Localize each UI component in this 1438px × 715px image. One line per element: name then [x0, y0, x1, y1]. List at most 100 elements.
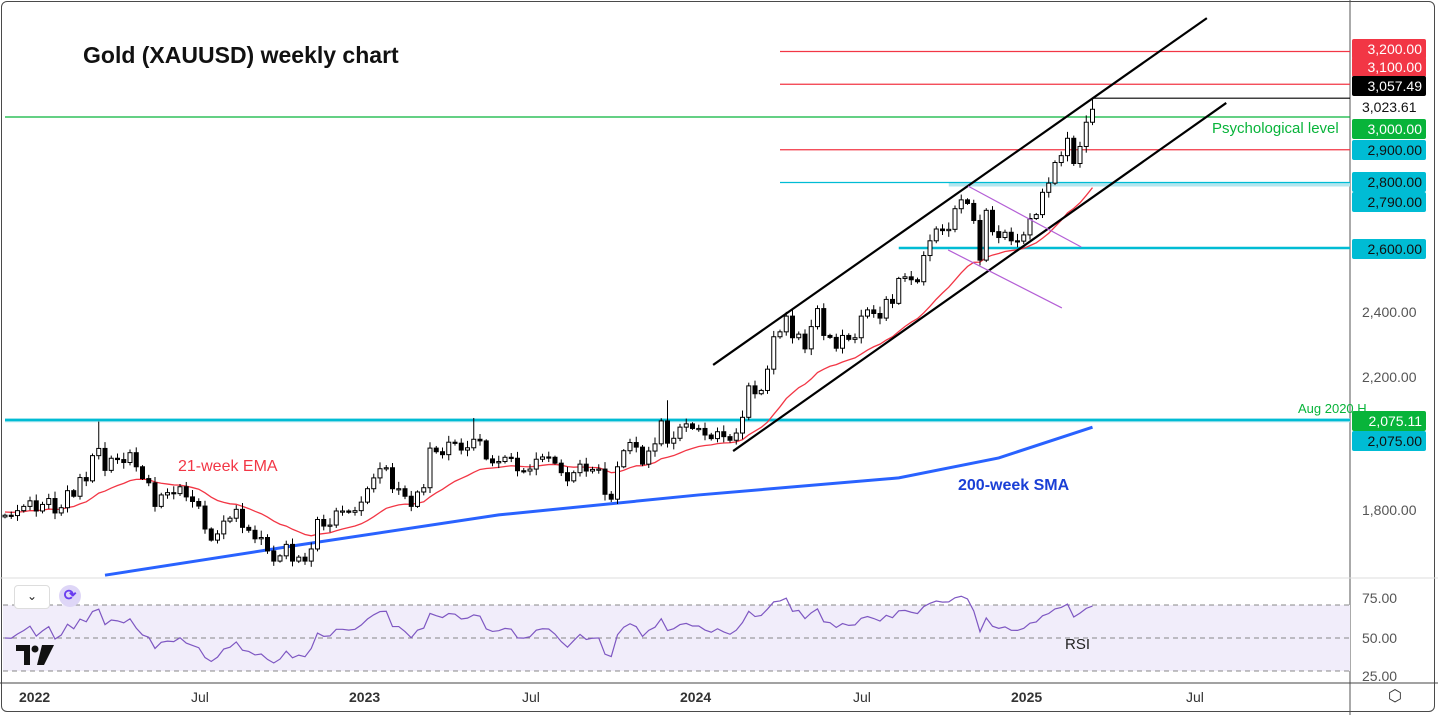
candle-up[interactable] [2, 514, 8, 518]
candle-down[interactable] [433, 447, 439, 453]
candle-up[interactable] [840, 334, 845, 349]
candle-up[interactable] [58, 507, 64, 514]
candle-down[interactable] [833, 336, 839, 349]
candle-down[interactable] [727, 436, 733, 441]
candle-up[interactable] [1027, 218, 1033, 236]
wedge-upper-trendline[interactable] [967, 185, 1082, 248]
candle-up[interactable] [765, 368, 770, 391]
candle-down[interactable] [990, 209, 995, 233]
candle-up[interactable] [27, 500, 33, 507]
candle-down[interactable] [121, 459, 127, 464]
candle-up[interactable] [771, 336, 777, 370]
candle-down[interactable] [390, 467, 395, 490]
candle-up[interactable] [283, 543, 289, 557]
candle-down[interactable] [802, 333, 808, 350]
candle-down[interactable] [490, 458, 495, 464]
candle-up[interactable] [533, 458, 539, 470]
candle-up[interactable] [627, 442, 633, 452]
candle-down[interactable] [196, 500, 202, 507]
candle-down[interactable] [996, 231, 1002, 239]
candle-up[interactable] [815, 308, 820, 328]
candle-up[interactable] [577, 463, 583, 474]
candle-down[interactable] [752, 385, 758, 395]
wedge-lower-trendline[interactable] [947, 249, 1063, 309]
candle-down[interactable] [827, 334, 833, 338]
candle-down[interactable] [608, 493, 614, 500]
candle-up[interactable] [896, 277, 902, 304]
candle-up[interactable] [733, 432, 739, 441]
candle-up[interactable] [921, 255, 927, 283]
candle-down[interactable] [915, 279, 920, 283]
candle-down[interactable] [408, 495, 414, 507]
candle-up[interactable] [215, 533, 220, 541]
candle-up[interactable] [333, 510, 339, 526]
candle-up[interactable] [933, 228, 939, 242]
candle-down[interactable] [640, 446, 645, 465]
candle-up[interactable] [658, 420, 664, 445]
candle-up[interactable] [77, 477, 83, 497]
candle-up[interactable] [740, 416, 745, 434]
candle-up[interactable] [15, 510, 20, 517]
candle-down[interactable] [302, 556, 308, 562]
candle-up[interactable] [590, 468, 595, 472]
candle-down[interactable] [1008, 231, 1014, 242]
candle-down[interactable] [321, 518, 327, 527]
candle-down[interactable] [790, 315, 795, 339]
candle-up[interactable] [952, 208, 958, 230]
candle-down[interactable] [133, 452, 139, 468]
candle-up[interactable] [496, 461, 502, 464]
candle-up[interactable] [1002, 231, 1008, 239]
candle-up[interactable] [746, 385, 752, 418]
candle-down[interactable] [965, 199, 970, 204]
candle-down[interactable] [1071, 137, 1077, 165]
candle-down[interactable] [252, 529, 258, 540]
candle-down[interactable] [477, 438, 483, 442]
candle-up[interactable] [415, 491, 420, 507]
settings-icon[interactable]: ⬡ [1388, 688, 1402, 705]
candle-up[interactable] [21, 505, 27, 512]
candle-up[interactable] [158, 494, 164, 507]
candle-up[interactable] [277, 555, 283, 562]
candle-up[interactable] [465, 447, 470, 451]
candle-up[interactable] [983, 209, 989, 261]
candle-up[interactable] [371, 477, 377, 490]
candle-up[interactable] [852, 337, 858, 340]
candle-up[interactable] [90, 455, 95, 482]
candle-up[interactable] [427, 447, 433, 489]
candle-down[interactable] [402, 488, 408, 497]
candle-down[interactable] [665, 420, 670, 444]
candle-up[interactable] [796, 333, 802, 339]
candle-down[interactable] [33, 500, 39, 512]
candle-down[interactable] [290, 543, 295, 562]
candle-up[interactable] [258, 537, 264, 540]
candle-down[interactable] [83, 477, 89, 482]
candle-up[interactable] [46, 498, 52, 505]
candle-up[interactable] [1090, 108, 1095, 123]
channel-lower-trendline[interactable] [732, 102, 1227, 452]
candle-up[interactable] [621, 450, 627, 468]
candle-down[interactable] [483, 440, 489, 460]
refresh-icon[interactable]: ⟳ [59, 585, 81, 607]
candle-up[interactable] [1065, 137, 1070, 157]
candle-down[interactable] [877, 313, 883, 319]
candle-up[interactable] [883, 298, 889, 319]
candle-up[interactable] [383, 467, 389, 470]
candle-up[interactable] [1040, 191, 1045, 216]
candle-up[interactable] [177, 486, 183, 495]
candle-down[interactable] [702, 427, 708, 436]
candle-down[interactable] [183, 486, 189, 498]
candle-down[interactable] [71, 490, 77, 497]
candle-up[interactable] [502, 456, 508, 463]
candle-down[interactable] [171, 492, 177, 495]
candle-up[interactable] [165, 492, 170, 496]
candle-up[interactable] [671, 437, 677, 444]
candle-up[interactable] [527, 468, 533, 472]
candle-up[interactable] [615, 466, 620, 500]
candle-up[interactable] [65, 490, 70, 509]
candle-down[interactable] [558, 462, 564, 474]
candle-up[interactable] [221, 520, 227, 535]
candle-up[interactable] [927, 240, 933, 257]
candle-up[interactable] [1058, 155, 1064, 164]
candle-down[interactable] [940, 228, 945, 232]
